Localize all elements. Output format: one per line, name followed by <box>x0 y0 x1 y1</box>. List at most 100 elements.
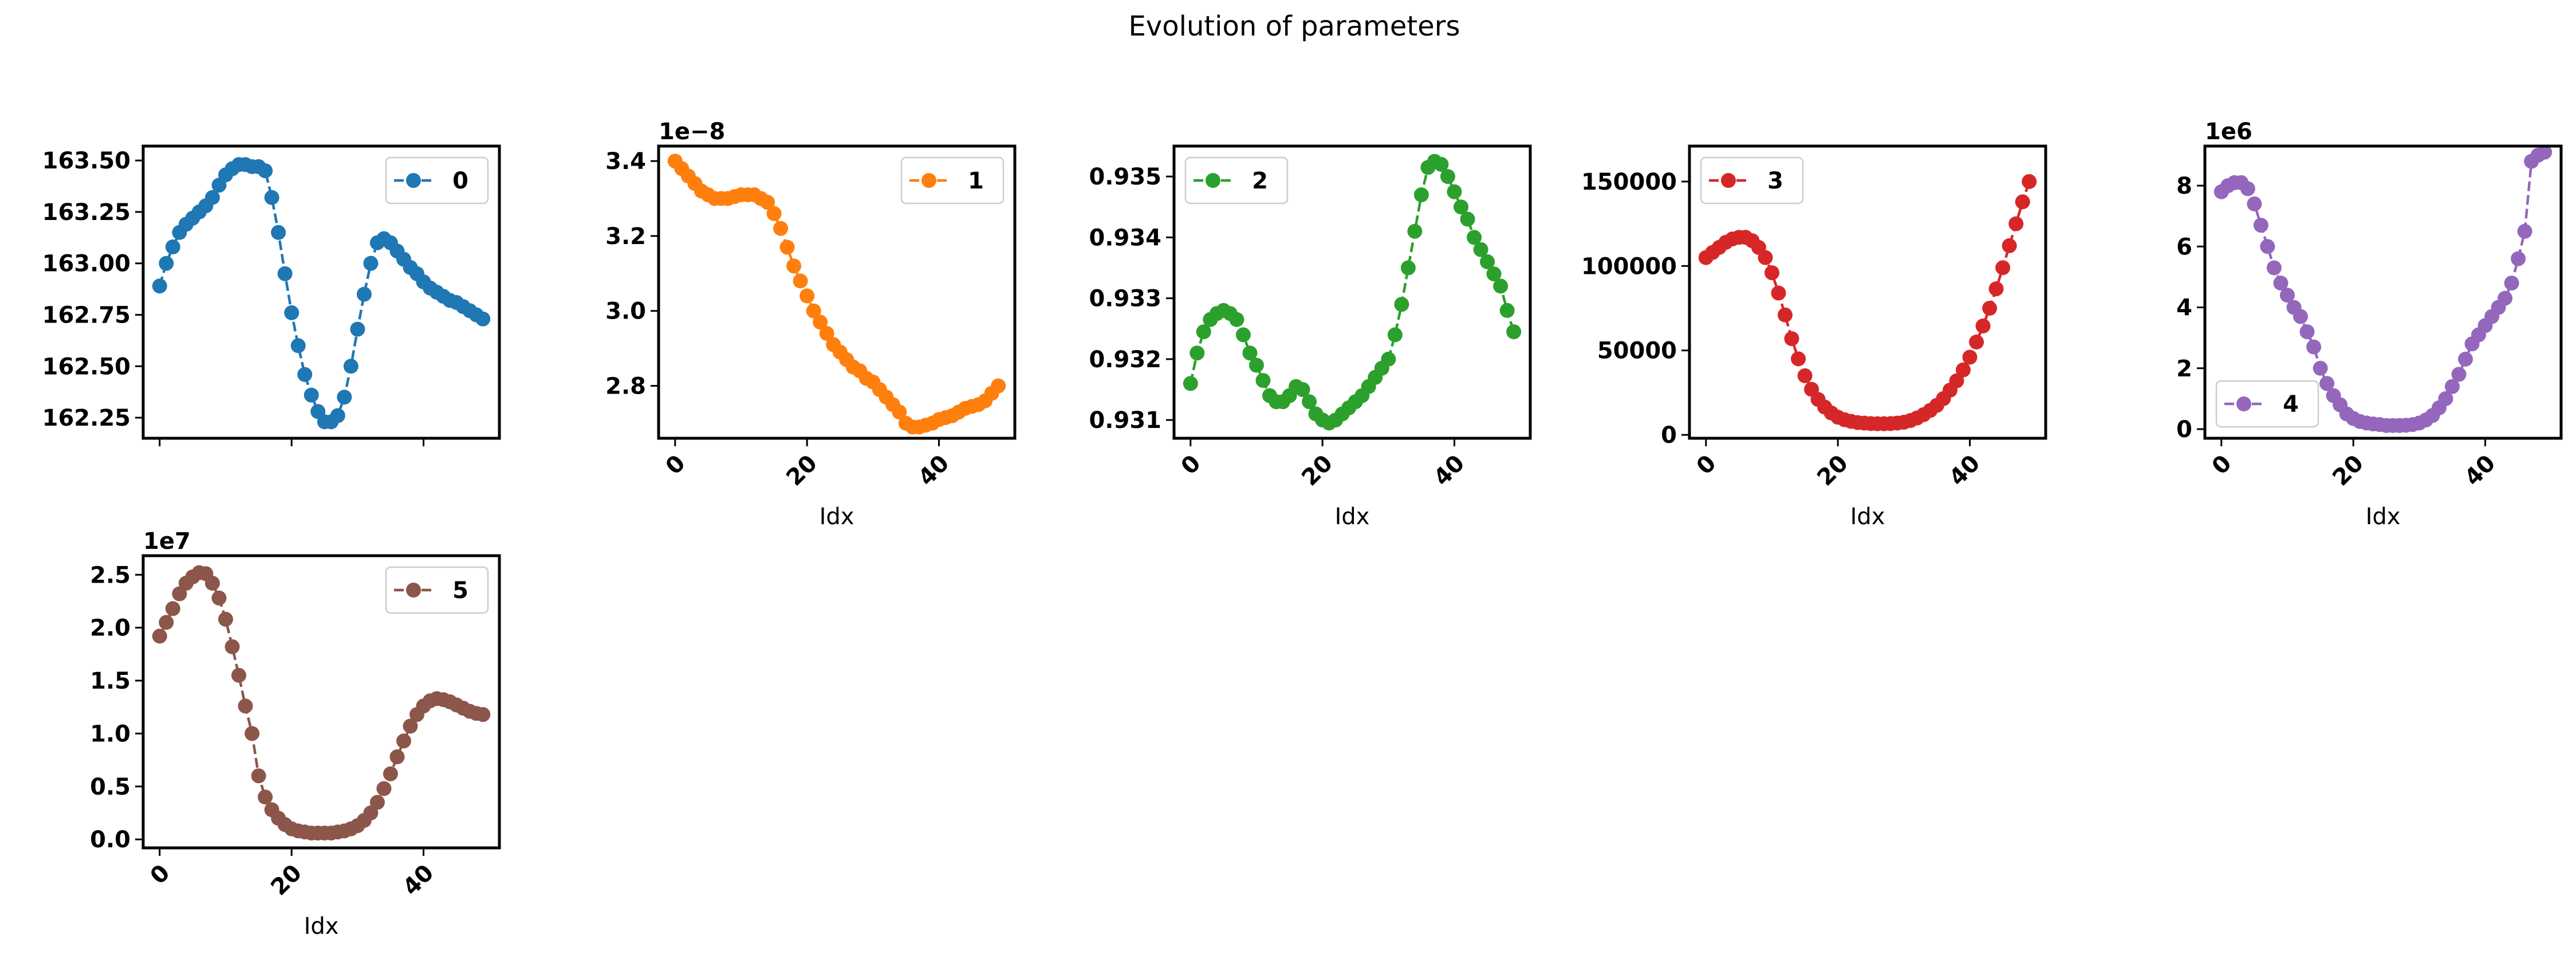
data-point <box>1454 199 1469 215</box>
ytick-label: 163.00 <box>42 251 131 277</box>
ytick-label: 0.935 <box>1089 164 1161 190</box>
data-point <box>238 698 253 714</box>
legend-marker <box>921 173 936 188</box>
legend-box <box>385 156 489 205</box>
legend-label: 2 <box>1252 168 1268 194</box>
legend: 0 <box>385 156 489 205</box>
data-point <box>284 305 300 320</box>
ytick-label: 0.5 <box>90 774 131 800</box>
data-point <box>1387 327 1403 343</box>
data-point <box>2266 260 2282 276</box>
axes-frame <box>1172 144 1532 440</box>
legend-box <box>900 156 1005 205</box>
axes-frame <box>2203 144 2563 440</box>
data-point <box>1460 211 1475 227</box>
data-point <box>363 256 379 271</box>
data-point <box>1493 278 1508 294</box>
axis-offset-label: 1e−8 <box>659 119 725 145</box>
data-point <box>290 338 306 353</box>
data-point <box>343 359 359 374</box>
ytick-label: 100000 <box>1581 253 1677 280</box>
data-point <box>1400 260 1416 276</box>
data-point <box>2002 238 2017 253</box>
data-point <box>2537 144 2553 160</box>
data-point <box>2313 360 2328 376</box>
legend-label: 0 <box>452 168 468 194</box>
data-point <box>1433 156 1449 172</box>
legend-label: 5 <box>452 577 468 604</box>
data-point <box>799 288 815 304</box>
data-point <box>258 163 273 179</box>
ytick-label: 0 <box>2176 416 2192 443</box>
data-point <box>165 601 180 616</box>
data-point <box>1381 351 1396 367</box>
data-point <box>1302 394 1317 410</box>
data-point <box>376 781 392 796</box>
data-point <box>1189 345 1205 361</box>
data-point <box>779 239 795 255</box>
data-point <box>991 378 1006 394</box>
data-point <box>1949 373 1964 388</box>
x-axis-label: Idx <box>1850 504 1885 530</box>
ytick-label: 8 <box>2176 173 2192 199</box>
data-point <box>1797 368 1813 383</box>
legend-marker <box>1721 173 1736 188</box>
data-point <box>396 733 411 749</box>
data-point <box>245 726 260 741</box>
legend-label: 1 <box>968 168 984 194</box>
data-point <box>211 590 227 606</box>
data-point <box>159 256 174 271</box>
data-point <box>1764 265 1779 281</box>
data-point <box>264 190 279 205</box>
data-point <box>1413 187 1429 202</box>
legend: 3 <box>1700 156 1804 205</box>
legend-marker <box>406 173 421 188</box>
legend-label: 3 <box>1767 168 1783 194</box>
ytick-label: 2 <box>2176 356 2192 382</box>
ytick-label: 0 <box>1661 422 1677 449</box>
data-point <box>369 795 385 810</box>
data-point <box>1988 281 2004 297</box>
data-point <box>1956 362 1971 378</box>
data-point <box>1255 373 1271 388</box>
xtick-label: 40 <box>1944 450 1986 491</box>
ytick-label: 3.4 <box>605 148 646 175</box>
data-point <box>350 321 365 337</box>
data-point <box>1758 250 1773 265</box>
xtick-label: 40 <box>913 450 955 491</box>
data-point <box>2504 276 2519 291</box>
x-axis-label: Idx <box>820 504 854 530</box>
xtick-label: 20 <box>1812 450 1853 491</box>
ytick-label: 1.0 <box>90 721 131 747</box>
data-point <box>1480 254 1495 269</box>
data-point <box>2458 351 2473 367</box>
subplot-0: 162.25 162.50 162.75 163.00 163.25 163.50 0 <box>42 144 501 446</box>
legend-marker <box>2236 396 2251 411</box>
data-point <box>403 718 418 734</box>
data-point <box>2319 376 2335 391</box>
xtick-label: 0 <box>661 450 691 480</box>
data-point <box>1183 376 1198 391</box>
ytick-label: 4 <box>2176 295 2192 321</box>
data-point <box>356 286 372 302</box>
ytick-label: 2.8 <box>605 373 646 399</box>
data-point <box>383 766 398 781</box>
axes-frame <box>1688 144 2047 440</box>
legend: 4 <box>2215 380 2319 428</box>
xtick-label: 0 <box>1692 450 1722 480</box>
data-point <box>1791 351 1806 367</box>
data-point <box>258 789 273 805</box>
series-line-3 <box>1705 181 2031 425</box>
axes-frame <box>657 144 1017 440</box>
data-point <box>793 273 808 289</box>
xtick-label: 40 <box>1429 450 1470 491</box>
ytick-label: 0.932 <box>1089 347 1161 373</box>
data-point <box>2240 181 2255 196</box>
data-point <box>337 390 352 405</box>
data-point <box>2247 196 2262 211</box>
data-point <box>773 221 789 236</box>
data-point <box>819 325 834 341</box>
data-point <box>224 639 240 654</box>
data-point <box>2306 339 2322 355</box>
legend-marker <box>1206 173 1220 188</box>
